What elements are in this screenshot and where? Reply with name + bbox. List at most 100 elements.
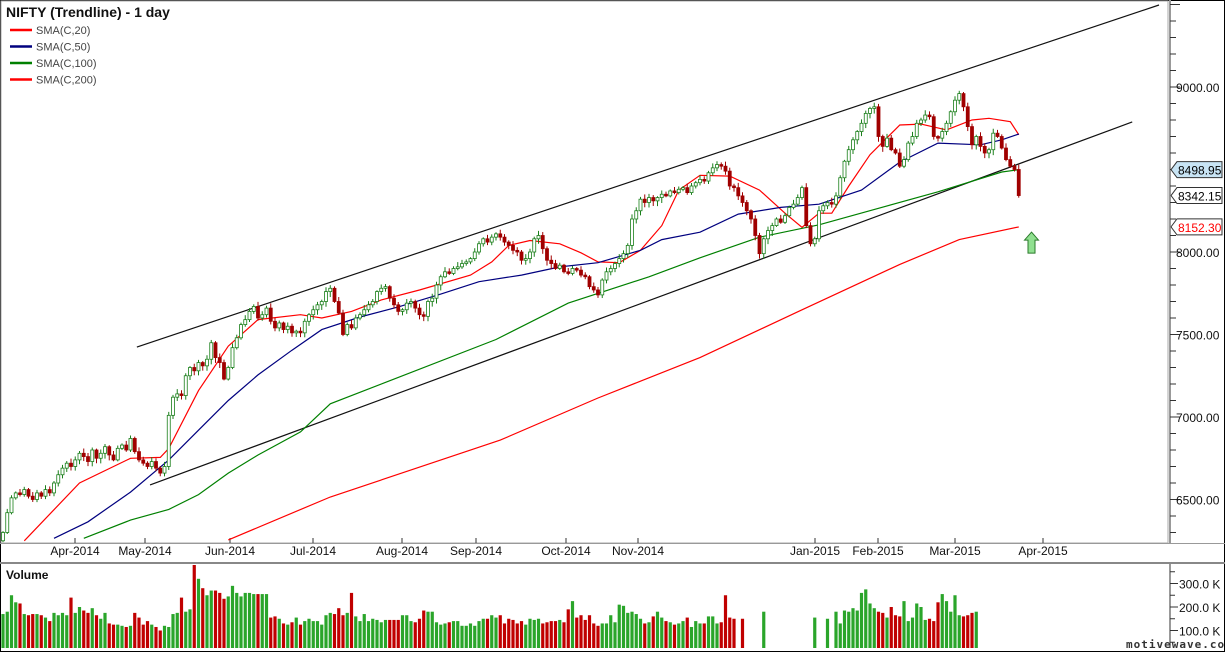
- volume-bar: [600, 623, 604, 648]
- volume-bar: [451, 621, 456, 648]
- candle: [749, 209, 753, 224]
- candle: [659, 190, 664, 203]
- candle: [234, 334, 239, 350]
- volume-bar: [222, 598, 226, 648]
- price-label: 8342.15: [1170, 187, 1223, 205]
- candle: [608, 265, 613, 276]
- volume-bar: [842, 610, 847, 648]
- volume-bar: [664, 621, 668, 648]
- volume-bar: [158, 630, 162, 648]
- candle: [47, 486, 52, 497]
- candle: [825, 200, 830, 210]
- candle: [795, 194, 800, 207]
- volume-bar: [31, 614, 35, 648]
- date-label: Apr-2015: [1018, 544, 1068, 558]
- candle: [69, 458, 73, 471]
- volume-bar: [502, 623, 507, 648]
- candle: [302, 318, 307, 338]
- candle: [175, 389, 180, 401]
- volume-bar: [171, 614, 175, 648]
- candle: [600, 278, 605, 299]
- volume-bar: [970, 612, 974, 648]
- candle: [30, 492, 35, 502]
- volume-bar: [103, 612, 107, 648]
- volume-bar: [621, 605, 626, 648]
- candle: [736, 182, 741, 201]
- volume-bar: [60, 612, 65, 648]
- candle: [978, 132, 983, 152]
- volume-bar: [379, 622, 383, 648]
- candle: [86, 452, 90, 467]
- volume-bar: [243, 592, 247, 648]
- volume-bar: [145, 621, 150, 648]
- volume-bar: [52, 612, 56, 648]
- trendline[interactable]: [136, 4, 1160, 348]
- candle: [719, 162, 724, 170]
- date-label: Sep-2014: [450, 544, 502, 558]
- candle: [404, 299, 409, 314]
- candle: [515, 247, 520, 257]
- candle: [778, 214, 783, 224]
- volume-bar: [553, 621, 558, 648]
- volume-bar: [239, 596, 243, 648]
- candle: [251, 304, 256, 314]
- candle: [447, 268, 452, 275]
- date-axis[interactable]: Apr-2014 May-2014 Jun-2014 Jul-2014 Aug-2014…: [50, 538, 1068, 558]
- volume-bar: [592, 623, 596, 648]
- price-plot-area[interactable]: [0, 0, 1169, 544]
- candle: [838, 175, 843, 200]
- candle: [855, 130, 860, 145]
- volume-bar: [936, 602, 940, 648]
- volume-bar: [604, 623, 609, 648]
- price-axis[interactable]: 6500.00 7000.00 7500.00 8000.00 9000.00: [1170, 4, 1220, 533]
- volume-bar: [655, 611, 660, 648]
- date-label: May-2014: [118, 544, 172, 558]
- candle: [617, 254, 622, 268]
- candle: [392, 294, 396, 309]
- volume-bar: [175, 612, 179, 648]
- candle: [366, 301, 371, 313]
- candle: [613, 261, 617, 273]
- candle: [336, 297, 341, 315]
- date-label: Feb-2015: [852, 544, 904, 558]
- volume-bar: [872, 608, 876, 648]
- price-tick-label: 9000.00: [1176, 81, 1220, 95]
- candle: [766, 226, 770, 245]
- candle: [676, 186, 681, 195]
- candle: [523, 254, 528, 265]
- volume-bar: [672, 624, 677, 648]
- volume-bar: [473, 625, 477, 648]
- candle: [332, 286, 337, 303]
- candle: [277, 320, 282, 332]
- volume-bar: [532, 619, 536, 648]
- candle: [872, 102, 877, 114]
- candle: [715, 161, 719, 172]
- candle: [494, 232, 498, 241]
- candle: [579, 266, 583, 278]
- candle: [974, 134, 979, 150]
- candle: [345, 322, 350, 337]
- candle: [961, 91, 966, 112]
- candle: [498, 229, 503, 241]
- volume-bar: [694, 621, 698, 648]
- up-arrow-icon[interactable]: [1023, 231, 1040, 254]
- volume-bar: [702, 623, 706, 648]
- candle: [583, 272, 588, 280]
- candle: [570, 265, 575, 276]
- volume-bar: [48, 621, 52, 648]
- candle: [434, 281, 439, 304]
- candle: [81, 448, 86, 462]
- volume-bar: [307, 618, 311, 648]
- candle: [477, 241, 481, 255]
- candle: [260, 311, 265, 321]
- volume-bar: [252, 594, 256, 648]
- candle: [906, 140, 911, 162]
- candle: [13, 491, 18, 500]
- volume-bar: [434, 622, 439, 648]
- candle: [791, 199, 796, 210]
- volume-bar: [9, 595, 14, 648]
- candle: [868, 106, 872, 119]
- candle: [417, 303, 422, 320]
- volume-bar: [711, 616, 715, 648]
